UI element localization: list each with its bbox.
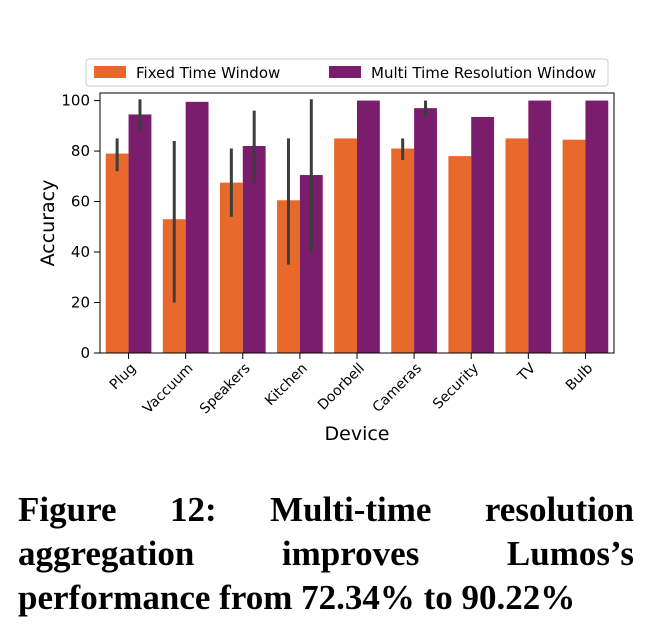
- y-axis: 0 20 40 60 80 100: [61, 92, 100, 362]
- y-tick-label: 20: [71, 294, 90, 312]
- x-tick-label-kitchen: Kitchen: [262, 361, 311, 410]
- y-tick-label: 80: [71, 142, 90, 160]
- bar-fixed-time-window-speakers: [219, 182, 243, 353]
- y-tick-label: 60: [71, 193, 90, 211]
- legend-swatch-multi-time-resolution-window: [329, 66, 361, 78]
- legend-swatch-fixed-time-window: [94, 66, 126, 78]
- bar-fixed-time-window-tv: [505, 138, 529, 353]
- legend-label-fixed-time-window: Fixed Time Window: [136, 64, 280, 82]
- x-tick-label-bulb: Bulb: [563, 360, 596, 393]
- bar-fixed-time-window-bulb: [562, 139, 586, 353]
- y-tick-label: 0: [80, 344, 90, 362]
- legend-label-multi-time-resolution-window: Multi Time Resolution Window: [371, 64, 596, 82]
- x-tick-label-cameras: Cameras: [370, 361, 425, 416]
- y-tick-label: 40: [71, 243, 90, 261]
- bar-multi-time-resolution-window-kitchen: [299, 175, 323, 353]
- y-axis-label: Accuracy: [37, 180, 59, 267]
- x-axis: Plug Vaccuum Speakers Kitchen Doorbell Camera…: [107, 353, 596, 418]
- x-tick-label-doorbell: Doorbell: [315, 361, 368, 414]
- y-tick-label: 100: [61, 92, 90, 110]
- figure-caption: Figure 12: Multi-time resolution aggrega…: [18, 490, 634, 617]
- bar-multi-time-resolution-window-plug: [128, 114, 152, 353]
- bar-multi-time-resolution-window-security: [471, 116, 495, 353]
- bars-layer: [105, 100, 609, 353]
- x-tick-label-security: Security: [430, 361, 482, 413]
- bar-fixed-time-window-plug: [105, 153, 129, 353]
- error-bars-layer: [115, 99, 428, 303]
- bar-fixed-time-window-security: [448, 156, 472, 353]
- bar-fixed-time-window-kitchen: [277, 200, 300, 353]
- bar-fixed-time-window-doorbell: [334, 138, 357, 353]
- bar-multi-time-resolution-window-vaccuum: [185, 101, 209, 353]
- x-tick-label-vaccuum: Vaccuum: [140, 361, 196, 417]
- legend: Fixed Time Window Multi Time Resolution …: [85, 58, 609, 87]
- bar-multi-time-resolution-window-bulb: [585, 100, 609, 353]
- x-tick-label-plug: Plug: [107, 361, 140, 394]
- x-tick-label-speakers: Speakers: [197, 361, 254, 418]
- x-tick-label-tv: TV: [514, 360, 539, 385]
- bar-multi-time-resolution-window-tv: [528, 100, 552, 353]
- bar-multi-time-resolution-window-speakers: [242, 146, 266, 353]
- bar-multi-time-resolution-window-cameras: [414, 108, 437, 353]
- bar-fixed-time-window-cameras: [391, 148, 415, 353]
- x-axis-label: Device: [325, 423, 390, 445]
- bar-multi-time-resolution-window-doorbell: [357, 100, 380, 353]
